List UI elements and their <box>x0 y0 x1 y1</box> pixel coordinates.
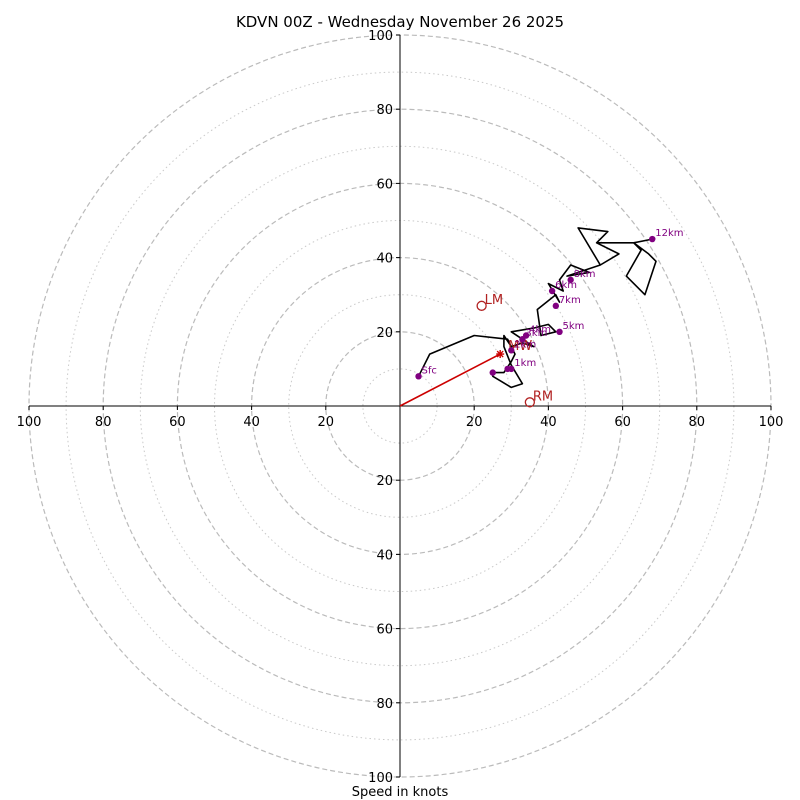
chart-title: KDVN 00Z - Wednesday November 26 2025 <box>236 13 564 31</box>
height-point <box>567 276 574 284</box>
x-tick-label: 60 <box>614 415 631 430</box>
y-tick-label: 80 <box>376 103 393 118</box>
right-mover-marker <box>524 397 535 408</box>
height-point <box>508 347 515 354</box>
height-label: 6km <box>555 280 577 291</box>
x-axis-label: Speed in knots <box>352 785 449 800</box>
y-tick-label: 100 <box>368 771 393 786</box>
x-tick-label: 80 <box>689 415 706 430</box>
height-point <box>415 373 422 380</box>
x-tick-label: 40 <box>540 415 557 430</box>
height-point <box>522 332 530 339</box>
y-tick-label: 60 <box>376 623 393 638</box>
x-tick-label: 60 <box>169 415 186 430</box>
y-tick-label: 100 <box>368 29 393 44</box>
x-tick-label: 40 <box>243 415 260 430</box>
x-tick-label: 20 <box>318 415 335 430</box>
height-label: 2km <box>514 339 536 350</box>
y-tick-labels: 100 80 60 40 20 20 40 60 80 100 <box>368 29 400 786</box>
x-tick-labels: 100 80 60 40 20 20 40 60 80 100 <box>17 406 784 430</box>
height-point <box>556 328 563 335</box>
x-tick-label: 80 <box>95 415 112 430</box>
mean-wind-vector <box>399 353 501 407</box>
left-mover-marker <box>476 300 487 311</box>
right-mover-label: RM <box>533 389 553 404</box>
height-label: 8km <box>574 269 596 280</box>
x-tick-label: 100 <box>759 415 784 430</box>
left-mover-label: LM <box>485 293 503 308</box>
height-label: 7km <box>559 295 581 306</box>
height-point <box>489 369 496 376</box>
y-tick-label: 20 <box>376 326 393 341</box>
y-tick-label: 40 <box>376 252 393 267</box>
height-label: 12km <box>655 228 683 239</box>
height-label: 4km <box>529 325 551 336</box>
x-tick-label: 100 <box>17 415 42 430</box>
height-point <box>548 287 556 295</box>
height-point <box>649 235 656 243</box>
height-label: 3km <box>525 328 547 339</box>
y-tick-label: 80 <box>376 697 393 712</box>
height-label: Sfc <box>422 365 437 376</box>
height-label: 5km <box>563 321 585 332</box>
hodograph-trace <box>417 227 657 389</box>
y-tick-label: 40 <box>376 548 393 563</box>
mean-wind-marker <box>496 350 505 359</box>
x-tick-label: 20 <box>466 415 483 430</box>
height-point <box>552 302 560 310</box>
y-tick-label: 60 <box>376 177 393 192</box>
height-point <box>504 365 511 373</box>
height-label: 1km <box>514 358 536 369</box>
y-tick-label: 20 <box>376 474 393 489</box>
